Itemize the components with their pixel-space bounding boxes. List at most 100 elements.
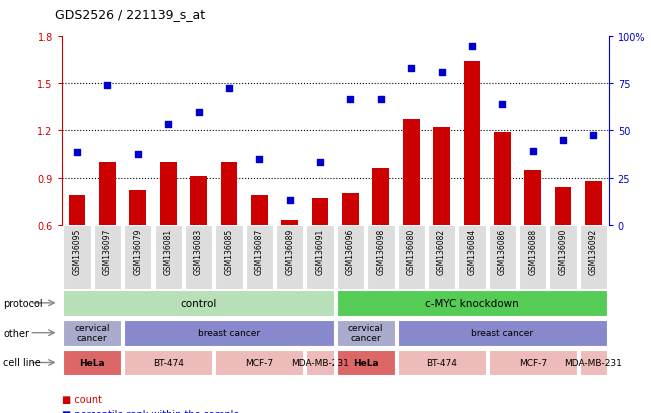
FancyBboxPatch shape — [398, 225, 425, 289]
Text: cervical
cancer: cervical cancer — [74, 323, 110, 342]
Bar — [69, 195, 85, 225]
Point — [163, 121, 173, 128]
Text: cell line: cell line — [3, 358, 41, 368]
Point — [254, 156, 264, 163]
Bar — [312, 199, 329, 225]
FancyBboxPatch shape — [245, 225, 273, 289]
Text: GSM136095: GSM136095 — [72, 228, 81, 275]
FancyBboxPatch shape — [63, 320, 121, 346]
FancyBboxPatch shape — [154, 225, 182, 289]
Text: GSM136079: GSM136079 — [133, 228, 143, 275]
Text: HeLa: HeLa — [353, 358, 378, 367]
Text: breast cancer: breast cancer — [198, 328, 260, 337]
Bar — [494, 133, 510, 225]
FancyBboxPatch shape — [337, 225, 364, 289]
Text: c-MYC knockdown: c-MYC knockdown — [425, 298, 519, 308]
FancyBboxPatch shape — [519, 225, 546, 289]
Bar — [159, 162, 176, 225]
FancyBboxPatch shape — [428, 225, 455, 289]
Point — [376, 97, 386, 103]
Text: GSM136084: GSM136084 — [467, 228, 477, 274]
Text: BT-474: BT-474 — [426, 358, 457, 367]
Text: GSM136083: GSM136083 — [194, 228, 203, 274]
Text: control: control — [180, 298, 217, 308]
FancyBboxPatch shape — [124, 320, 334, 346]
Text: other: other — [3, 328, 29, 338]
Text: protocol: protocol — [3, 298, 43, 308]
Point — [133, 151, 143, 158]
Text: ■ percentile rank within the sample: ■ percentile rank within the sample — [62, 409, 239, 413]
Point — [406, 65, 417, 72]
FancyBboxPatch shape — [337, 320, 395, 346]
FancyBboxPatch shape — [63, 225, 90, 289]
FancyBboxPatch shape — [63, 290, 334, 316]
Bar — [434, 128, 450, 225]
Bar — [281, 221, 298, 225]
Point — [467, 43, 477, 50]
FancyBboxPatch shape — [398, 350, 486, 375]
Point — [345, 97, 355, 103]
Text: ■ count: ■ count — [62, 394, 102, 404]
Text: GSM136080: GSM136080 — [407, 228, 416, 274]
Bar — [372, 169, 389, 225]
Bar — [99, 162, 116, 225]
FancyBboxPatch shape — [215, 225, 243, 289]
Point — [436, 70, 447, 76]
Point — [102, 83, 113, 89]
Point — [224, 85, 234, 92]
FancyBboxPatch shape — [458, 225, 486, 289]
Point — [527, 148, 538, 155]
Text: MDA-MB-231: MDA-MB-231 — [291, 358, 349, 367]
Text: GSM136087: GSM136087 — [255, 228, 264, 274]
FancyBboxPatch shape — [489, 350, 577, 375]
FancyBboxPatch shape — [580, 225, 607, 289]
Text: GSM136088: GSM136088 — [528, 228, 537, 274]
FancyBboxPatch shape — [307, 350, 334, 375]
FancyBboxPatch shape — [276, 225, 303, 289]
FancyBboxPatch shape — [398, 320, 607, 346]
Text: GSM136082: GSM136082 — [437, 228, 446, 274]
Text: GDS2526 / 221139_s_at: GDS2526 / 221139_s_at — [55, 8, 206, 21]
Text: BT-474: BT-474 — [153, 358, 184, 367]
Text: GSM136090: GSM136090 — [559, 228, 568, 275]
Text: GSM136098: GSM136098 — [376, 228, 385, 274]
FancyBboxPatch shape — [367, 225, 395, 289]
Bar — [221, 162, 237, 225]
FancyBboxPatch shape — [124, 225, 152, 289]
FancyBboxPatch shape — [337, 350, 395, 375]
FancyBboxPatch shape — [549, 225, 577, 289]
Bar — [403, 120, 419, 225]
Text: GSM136085: GSM136085 — [225, 228, 234, 274]
Text: GSM136089: GSM136089 — [285, 228, 294, 274]
Text: MCF-7: MCF-7 — [245, 358, 273, 367]
Text: MCF-7: MCF-7 — [519, 358, 547, 367]
FancyBboxPatch shape — [63, 350, 121, 375]
Point — [558, 137, 568, 144]
FancyBboxPatch shape — [185, 225, 212, 289]
FancyBboxPatch shape — [489, 225, 516, 289]
Point — [589, 133, 599, 139]
Bar — [342, 194, 359, 225]
Bar — [251, 195, 268, 225]
Bar — [585, 181, 602, 225]
Bar — [190, 176, 207, 225]
FancyBboxPatch shape — [580, 350, 607, 375]
Text: cervical
cancer: cervical cancer — [348, 323, 383, 342]
FancyBboxPatch shape — [94, 225, 121, 289]
FancyBboxPatch shape — [337, 290, 607, 316]
Point — [284, 197, 295, 203]
Text: GSM136096: GSM136096 — [346, 228, 355, 275]
Text: GSM136091: GSM136091 — [316, 228, 325, 274]
FancyBboxPatch shape — [307, 225, 334, 289]
Bar — [464, 62, 480, 225]
Point — [72, 150, 82, 157]
FancyBboxPatch shape — [215, 350, 303, 375]
Text: HeLa: HeLa — [79, 358, 105, 367]
Text: GSM136097: GSM136097 — [103, 228, 112, 275]
Text: MDA-MB-231: MDA-MB-231 — [564, 358, 622, 367]
Point — [497, 101, 508, 108]
Text: GSM136081: GSM136081 — [163, 228, 173, 274]
Bar — [130, 191, 146, 225]
FancyBboxPatch shape — [124, 350, 212, 375]
Bar — [555, 188, 572, 225]
